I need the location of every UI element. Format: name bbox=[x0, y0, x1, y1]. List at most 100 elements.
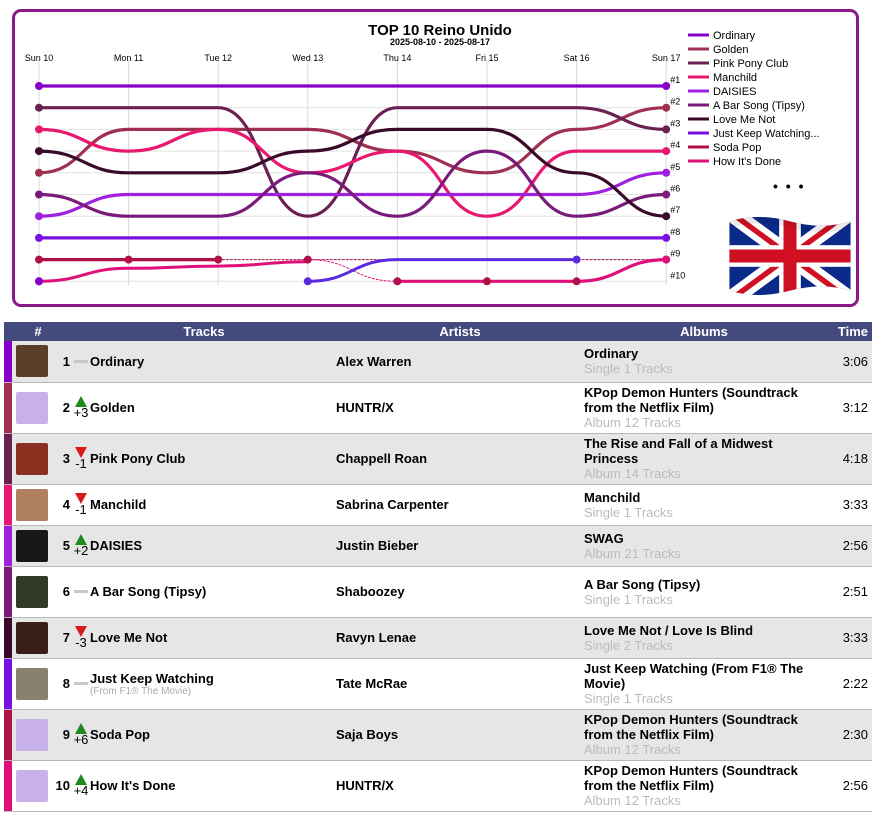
rank-axis-label: #4 bbox=[670, 140, 680, 150]
rank-number: 3 bbox=[62, 451, 70, 466]
artist-name[interactable]: HUNTR/X bbox=[336, 778, 394, 793]
data-point bbox=[662, 125, 671, 134]
track-title[interactable]: Soda Pop bbox=[90, 727, 150, 742]
album-title[interactable]: KPop Demon Hunters (Soundtrack from the … bbox=[584, 385, 798, 415]
artist-name[interactable]: Justin Bieber bbox=[336, 538, 419, 553]
data-point bbox=[662, 212, 671, 221]
data-point bbox=[662, 168, 671, 177]
data-point bbox=[393, 277, 402, 286]
album-title[interactable]: A Bar Song (Tipsy) bbox=[584, 576, 701, 592]
data-point bbox=[214, 255, 223, 264]
album-title[interactable]: Manchild bbox=[584, 489, 641, 505]
table-row[interactable]: 5 +2 DAISIES Justin Bieber SWAG Album 21 Trac… bbox=[4, 525, 872, 566]
no-change-icon bbox=[74, 359, 88, 363]
track-title[interactable]: Manchild bbox=[90, 497, 147, 512]
album-meta: Single 1 Tracks bbox=[584, 591, 673, 607]
data-point bbox=[35, 212, 43, 221]
header-albums[interactable]: Albums bbox=[584, 322, 824, 341]
header-rank[interactable]: # bbox=[4, 322, 72, 341]
artist-name[interactable]: Alex Warren bbox=[336, 353, 412, 369]
track-title[interactable]: Ordinary bbox=[90, 353, 145, 369]
table-row[interactable]: 2 +3 Golden HUNTR/X KPop Demon Hunters (Soun… bbox=[4, 382, 872, 433]
album-cover[interactable] bbox=[16, 391, 48, 424]
header-artists[interactable]: Artists bbox=[336, 322, 584, 341]
legend-entry: DAISIES bbox=[713, 86, 756, 98]
row-color-stripe bbox=[4, 525, 12, 566]
album-cover[interactable] bbox=[16, 621, 48, 654]
track-title[interactable]: Love Me Not bbox=[90, 630, 168, 645]
track-duration: 3:06 bbox=[842, 353, 868, 369]
table-row[interactable]: 8 Just Keep Watching (From F1® The Movie) T… bbox=[4, 658, 872, 709]
data-point bbox=[35, 82, 43, 90]
artist-name[interactable]: Tate McRae bbox=[336, 676, 408, 691]
header-time[interactable]: Time bbox=[824, 322, 872, 341]
data-point bbox=[572, 255, 581, 264]
album-cover[interactable] bbox=[16, 442, 48, 475]
rank-axis-label: #7 bbox=[670, 205, 680, 215]
uk-flag-icon bbox=[729, 217, 851, 295]
rank-axis-label: #6 bbox=[670, 184, 680, 194]
rank-axis-label: #3 bbox=[670, 118, 680, 128]
track-title[interactable]: DAISIES bbox=[90, 538, 143, 553]
album-cover[interactable] bbox=[16, 667, 48, 700]
album-cover[interactable] bbox=[16, 488, 48, 521]
album-meta: Album 12 Tracks bbox=[584, 793, 681, 808]
artist-name[interactable]: Saja Boys bbox=[336, 727, 399, 742]
series-line bbox=[37, 149, 668, 218]
table-row[interactable]: 10 +4 How It's Done HUNTR/X KPop Demon Hunte… bbox=[4, 760, 872, 811]
album-title[interactable]: SWAG bbox=[584, 530, 624, 546]
x-tick-label: Sun 10 bbox=[25, 53, 54, 63]
album-title[interactable]: Love Me Not / Love Is Blind bbox=[584, 622, 754, 638]
artist-name[interactable]: HUNTR/X bbox=[336, 400, 394, 415]
artist-name[interactable]: Chappell Roan bbox=[336, 451, 428, 466]
album-title[interactable]: KPop Demon Hunters (Soundtrack from the … bbox=[584, 763, 798, 793]
album-title[interactable]: Just Keep Watching (From F1® The Movie) bbox=[584, 661, 804, 691]
rank-change: +2 bbox=[73, 543, 89, 558]
rank-number: 7 bbox=[62, 630, 70, 645]
x-tick-label: Fri 15 bbox=[475, 53, 498, 63]
x-tick-label: Tue 12 bbox=[204, 53, 232, 63]
album-cover[interactable] bbox=[16, 575, 48, 608]
x-tick-label: Mon 11 bbox=[114, 53, 143, 63]
table-row[interactable]: 3 -1 Pink Pony Club Chappell Roan The Rise a… bbox=[4, 433, 872, 484]
album-cover[interactable] bbox=[16, 529, 48, 562]
track-title[interactable]: Golden bbox=[90, 400, 135, 415]
album-cover[interactable] bbox=[16, 718, 48, 751]
album-title[interactable]: KPop Demon Hunters (Soundtrack from the … bbox=[584, 712, 798, 742]
no-change-icon bbox=[74, 590, 88, 593]
album-title[interactable]: Ordinary bbox=[584, 346, 639, 362]
down-arrow-icon bbox=[75, 626, 87, 637]
data-point bbox=[35, 168, 43, 177]
row-color-stripe bbox=[4, 382, 12, 433]
legend-entry: Pink Pony Club bbox=[713, 58, 788, 70]
track-title[interactable]: Pink Pony Club bbox=[90, 451, 186, 466]
track-title[interactable]: How It's Done bbox=[90, 778, 176, 793]
album-cover[interactable] bbox=[16, 769, 48, 802]
data-point bbox=[35, 255, 43, 264]
table-row[interactable]: 4 -1 Manchild Sabrina Carpenter Manchild Sing… bbox=[4, 484, 872, 525]
header-tracks[interactable]: Tracks bbox=[72, 322, 336, 341]
track-duration: 3:12 bbox=[842, 400, 868, 415]
row-color-stripe bbox=[4, 658, 12, 709]
album-cover[interactable] bbox=[16, 345, 48, 378]
table-row[interactable]: 1 Ordinary Alex Warren Ordinary Single 1 Tra… bbox=[4, 341, 872, 382]
artist-name[interactable]: Ravyn Lenae bbox=[336, 630, 417, 645]
track-duration: 2:22 bbox=[842, 676, 868, 691]
table-row[interactable]: 7 -3 Love Me Not Ravyn Lenae Love Me Not / L… bbox=[4, 617, 872, 658]
row-color-stripe bbox=[4, 760, 12, 811]
track-title[interactable]: A Bar Song (Tipsy) bbox=[90, 584, 207, 599]
table-row[interactable]: 6 A Bar Song (Tipsy) Shaboozey A Bar Song (… bbox=[4, 566, 872, 617]
rank-axis-label: #5 bbox=[670, 162, 680, 172]
data-point bbox=[124, 255, 133, 264]
legend-more-indicator[interactable]: • • • bbox=[773, 178, 806, 194]
series-line bbox=[37, 127, 668, 218]
x-tick-label: Thu 14 bbox=[383, 53, 411, 63]
data-point bbox=[303, 277, 312, 286]
album-title[interactable]: The Rise and Fall of a Midwest Princess bbox=[584, 436, 773, 466]
row-color-stripe bbox=[4, 484, 12, 525]
track-title[interactable]: Just Keep Watching bbox=[90, 670, 214, 686]
rank-number: 1 bbox=[62, 353, 70, 369]
artist-name[interactable]: Shaboozey bbox=[336, 584, 405, 599]
table-row[interactable]: 9 +6 Soda Pop Saja Boys KPop Demon Hunters (… bbox=[4, 709, 872, 760]
artist-name[interactable]: Sabrina Carpenter bbox=[336, 497, 449, 512]
